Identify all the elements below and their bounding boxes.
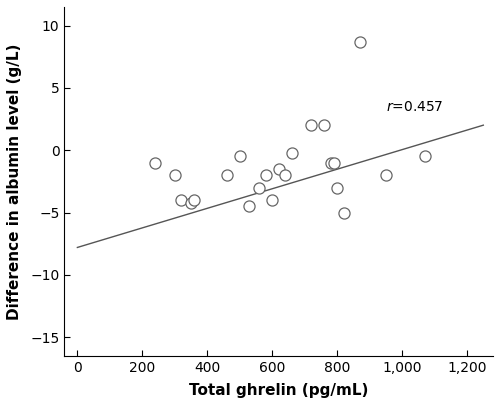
Point xyxy=(268,197,276,203)
Point xyxy=(236,153,244,160)
Point xyxy=(340,209,347,216)
Point xyxy=(255,184,263,191)
Point xyxy=(333,184,341,191)
Text: $r$=0.457: $r$=0.457 xyxy=(386,100,442,114)
Point xyxy=(330,160,338,166)
Point xyxy=(326,160,334,166)
Point xyxy=(281,172,289,179)
Point xyxy=(152,160,160,166)
Point xyxy=(190,197,198,203)
Point xyxy=(246,203,254,209)
Point xyxy=(307,122,315,128)
Point xyxy=(223,172,231,179)
Point xyxy=(320,122,328,128)
Point xyxy=(274,166,282,172)
Point xyxy=(262,172,270,179)
Point xyxy=(288,149,296,156)
Point xyxy=(421,153,429,160)
Point xyxy=(171,172,179,179)
X-axis label: Total ghrelin (pg/mL): Total ghrelin (pg/mL) xyxy=(189,383,368,398)
Y-axis label: Difference in albumin level (g/L): Difference in albumin level (g/L) xyxy=(7,43,22,320)
Point xyxy=(178,197,186,203)
Point xyxy=(356,38,364,45)
Point xyxy=(187,199,195,206)
Point xyxy=(382,172,390,179)
